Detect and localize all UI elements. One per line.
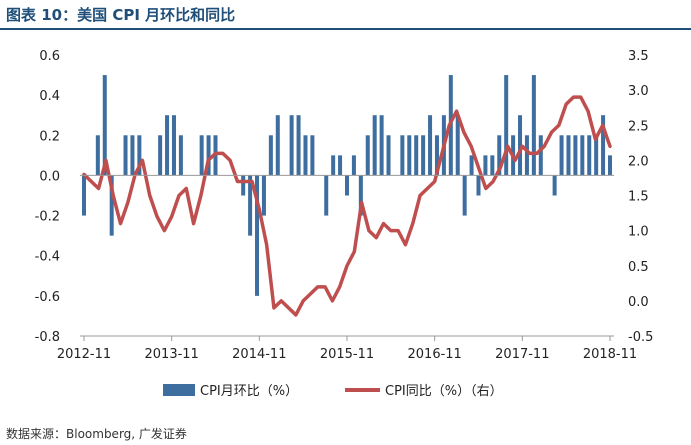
mom-bar	[490, 155, 495, 176]
legend-swatch-bar	[163, 384, 195, 396]
mom-bar	[601, 115, 606, 176]
mom-bar	[275, 115, 280, 176]
mom-bar	[344, 175, 349, 196]
mom-bar	[248, 175, 253, 236]
mom-bar	[158, 135, 163, 176]
mom-bar	[428, 115, 433, 176]
y-left-tick-label: -0.6	[35, 290, 60, 305]
y-left-tick-label: 0.4	[39, 89, 60, 104]
mom-bar	[303, 135, 308, 176]
mom-bar	[469, 155, 474, 176]
legend: CPI月环比（%） CPI同比（%）（右）	[163, 384, 503, 399]
mom-bar	[559, 135, 564, 176]
y-right-tick-label: 3.5	[628, 49, 649, 64]
mom-bar	[351, 155, 356, 176]
mom-bars	[81, 75, 612, 296]
mom-bar	[255, 175, 260, 296]
y-right-tick-label: 1.0	[628, 225, 649, 240]
mom-bar	[407, 135, 412, 176]
mom-bar	[455, 115, 460, 176]
mom-bar	[386, 135, 391, 176]
mom-bar	[524, 135, 529, 176]
mom-bar	[102, 75, 107, 176]
x-tick-label: 2013-11	[145, 347, 199, 362]
x-tick-label: 2016-11	[408, 347, 462, 362]
y-right-tick-label: 2.0	[628, 154, 649, 169]
mom-bar	[518, 115, 523, 176]
mom-bar	[462, 175, 467, 216]
chart-title: 图表 10：美国 CPI 月环比和同比	[6, 6, 236, 24]
y-right-tick-label: -0.5	[628, 330, 653, 345]
mom-bar	[178, 135, 183, 176]
y-left-tick-label: -0.8	[35, 330, 60, 345]
legend-label-yoy: CPI同比（%）（右）	[385, 384, 503, 399]
mom-bar	[497, 135, 502, 176]
title-divider	[0, 28, 691, 30]
y-right-tick-label: 1.5	[628, 190, 649, 205]
mom-bar	[199, 135, 204, 176]
mom-bar	[594, 135, 599, 176]
y-right-tick-label: 2.5	[628, 119, 649, 134]
mom-bar	[171, 115, 176, 176]
mom-bar	[414, 135, 419, 176]
mom-bar	[538, 135, 543, 176]
mom-bar	[81, 175, 86, 216]
mom-bar	[241, 175, 246, 196]
mom-bar	[109, 175, 114, 236]
y-left-tick-label: -0.2	[35, 210, 60, 225]
y-left-tick-label: -0.4	[35, 250, 60, 265]
mom-bar	[552, 175, 557, 196]
mom-bar	[566, 135, 571, 176]
y-left-tick-label: 0.0	[39, 169, 60, 184]
x-tick-label: 2017-11	[495, 347, 549, 362]
mom-bar	[372, 115, 377, 176]
y-right-tick-label: 0.0	[628, 295, 649, 310]
mom-bar	[95, 135, 100, 176]
axes: -0.8 -0.6 -0.4 -0.2 0.0 0.2 0.4 0.6 -0.5 0.0 0.5 1.…	[35, 49, 654, 362]
x-tick-label: 2015-11	[320, 347, 374, 362]
mom-bar	[421, 135, 426, 176]
source-note: 数据来源：Bloomberg, 广发证券	[6, 427, 187, 441]
y-left-tick-label: 0.2	[39, 129, 60, 144]
y-right-tick-label: 0.5	[628, 260, 649, 275]
mom-bar	[587, 135, 592, 176]
yoy-line	[82, 95, 612, 317]
mom-bar	[531, 75, 536, 176]
y-left-tick-label: 0.6	[39, 49, 60, 64]
mom-bar	[573, 135, 578, 176]
chart-title-bar: 图表 10：美国 CPI 月环比和同比	[0, 0, 691, 28]
mom-bar	[296, 115, 301, 176]
yoy-line-path	[82, 95, 612, 317]
mom-bar	[358, 175, 363, 216]
mom-bar	[400, 135, 405, 176]
mom-bar	[483, 155, 488, 176]
mom-bar	[268, 135, 273, 176]
mom-bar	[338, 155, 343, 176]
mom-bar	[165, 115, 170, 176]
mom-bar	[607, 155, 612, 176]
mom-bar	[580, 135, 585, 176]
mom-bar	[137, 135, 142, 176]
x-tick-label: 2012-11	[57, 347, 111, 362]
mom-bar	[130, 135, 135, 176]
mom-bar	[476, 175, 481, 196]
mom-bar	[123, 135, 128, 176]
mom-bar	[434, 135, 439, 176]
mom-bar	[379, 115, 384, 176]
y-right-tick-label: 3.0	[628, 84, 649, 99]
mom-bar	[310, 135, 315, 176]
mom-bar	[261, 175, 266, 216]
x-tick-label: 2018-11	[583, 347, 637, 362]
x-tick-label: 2014-11	[232, 347, 286, 362]
mom-bar	[324, 175, 329, 216]
mom-bar	[331, 155, 336, 176]
mom-bar	[504, 75, 509, 176]
mom-bar	[365, 135, 370, 176]
mom-bar	[206, 135, 211, 176]
mom-bar	[289, 115, 294, 176]
legend-label-mom: CPI月环比（%）	[200, 384, 298, 399]
